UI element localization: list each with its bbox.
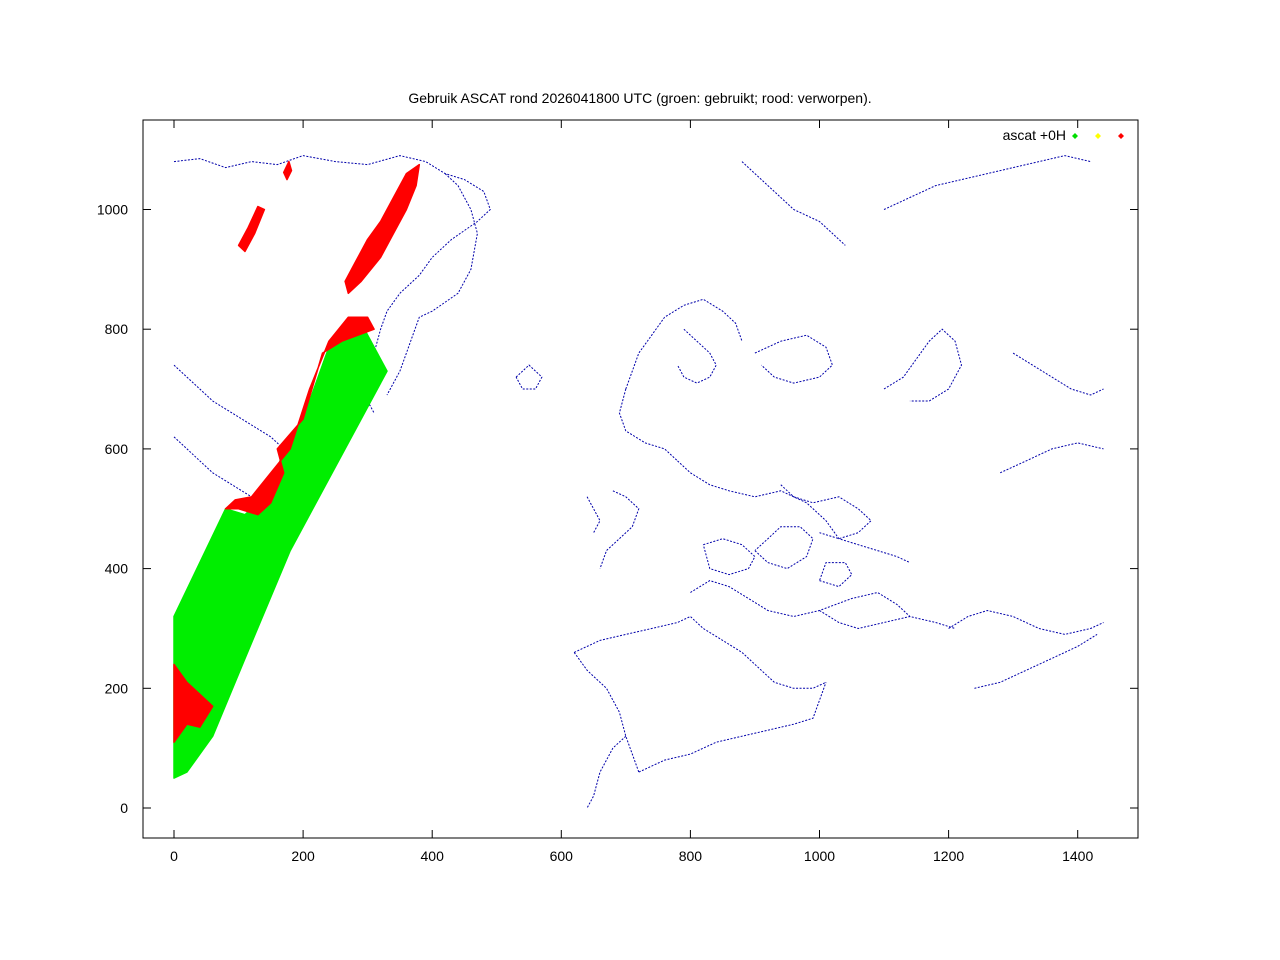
y-tick-label: 0 xyxy=(120,800,128,816)
chart-title: Gebruik ASCAT rond 2026041800 UTC (groen… xyxy=(408,90,871,106)
rejected-observations-area xyxy=(344,163,421,295)
coastline xyxy=(586,496,601,533)
coastline xyxy=(819,610,956,630)
coastline xyxy=(573,652,640,773)
coastline xyxy=(1012,352,1104,396)
coastline xyxy=(677,328,717,384)
coastline xyxy=(974,633,1098,689)
coastline xyxy=(173,155,491,390)
legend-marker xyxy=(1072,133,1078,139)
plot-frame xyxy=(142,119,1139,839)
legend-marker xyxy=(1095,133,1101,139)
x-tick-label: 0 xyxy=(170,848,178,864)
coastline xyxy=(999,442,1104,474)
coastline xyxy=(883,328,963,402)
x-tick-label: 1400 xyxy=(1062,848,1093,864)
coastline xyxy=(883,155,1091,210)
rejected-observations-area xyxy=(282,160,293,181)
coastline xyxy=(625,298,743,390)
x-tick-label: 1000 xyxy=(804,848,835,864)
coastline xyxy=(819,562,853,588)
coastline xyxy=(677,460,911,564)
x-tick-label: 600 xyxy=(550,848,574,864)
coastline xyxy=(638,682,827,773)
x-tick-label: 800 xyxy=(679,848,703,864)
observation-layer xyxy=(173,160,421,779)
rejected-observations-area xyxy=(224,316,375,516)
y-tick-label: 1000 xyxy=(97,202,128,218)
rejected-observations-area xyxy=(237,205,266,253)
y-tick-label: 200 xyxy=(105,680,129,696)
coastline xyxy=(702,538,756,576)
chart-legend: ascat +0H xyxy=(1003,127,1124,143)
coastline xyxy=(515,364,543,390)
coastline-layer xyxy=(173,155,1104,809)
y-tick-label: 400 xyxy=(105,561,129,577)
y-tick-label: 800 xyxy=(105,321,129,337)
coastline xyxy=(780,484,872,540)
rejected-observations-area xyxy=(173,663,214,743)
coastline xyxy=(948,609,1104,635)
coastline xyxy=(173,436,252,498)
coastline xyxy=(754,526,814,570)
coastline xyxy=(586,735,627,809)
coastline xyxy=(173,364,285,450)
coastline xyxy=(386,173,478,396)
axis-layer: 0 200 400 600 800 1000 1200 1400 0 200 400 600 800 10… xyxy=(97,120,1138,864)
y-tick-label: 600 xyxy=(105,441,129,457)
legend-label: ascat +0H xyxy=(1003,127,1066,143)
coastline xyxy=(690,580,911,618)
coastline xyxy=(754,334,833,384)
coastline xyxy=(618,388,678,462)
x-tick-label: 200 xyxy=(291,848,315,864)
coastline xyxy=(741,161,846,246)
legend-marker xyxy=(1118,133,1124,139)
coastline xyxy=(573,615,827,689)
coastline xyxy=(599,490,640,569)
x-tick-label: 400 xyxy=(421,848,445,864)
x-tick-label: 1200 xyxy=(933,848,964,864)
